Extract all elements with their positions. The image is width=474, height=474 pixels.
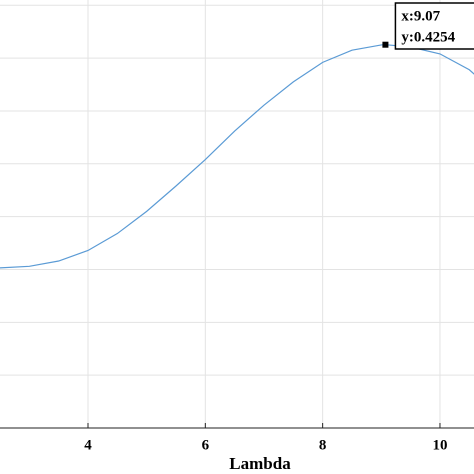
datatip-y: y:0.4254: [401, 29, 455, 45]
datatip-x: x:9.07: [401, 8, 440, 24]
x-axis-label: Lambda: [229, 454, 291, 473]
line: [0, 44, 474, 269]
x-tick-label: 6: [202, 437, 210, 453]
x-tick-label: 10: [432, 437, 447, 453]
x-tick-label: 4: [84, 437, 92, 453]
datatip-box: [394, 2, 474, 50]
x-tick-label: 8: [319, 437, 327, 453]
datatip-marker: [382, 41, 389, 48]
